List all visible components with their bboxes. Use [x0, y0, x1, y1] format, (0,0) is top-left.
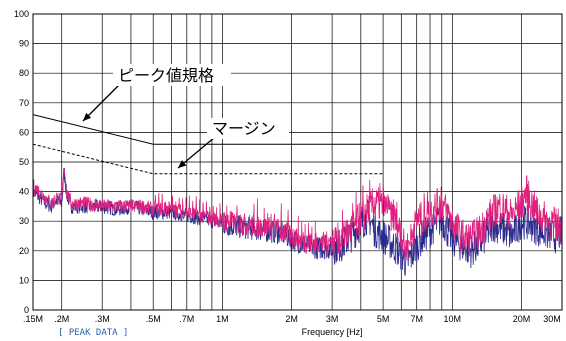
limit-arrow [82, 81, 123, 122]
x-tick-label: 2M [285, 314, 298, 324]
limit-lines [32, 114, 384, 175]
y-tick-label: 90 [19, 39, 29, 49]
plot-frame [32, 13, 563, 311]
margin-annotation-background [207, 118, 289, 139]
y-tick-label: 20 [19, 246, 29, 256]
y-tick-label: 40 [19, 187, 29, 197]
x-tick-label: 30M [543, 314, 561, 324]
series-group [32, 167, 563, 276]
series-trace [32, 168, 563, 261]
x-tick-label: .3M [95, 314, 110, 324]
x-tick-label: 10M [444, 314, 462, 324]
x-tick-label: .2M [54, 314, 69, 324]
y-tick-label: 30 [19, 216, 29, 226]
x-tick-labels: .15M .2M .3M .5M .7M 1M 2M 3M 5M 7M 10M 20M 30M [23, 314, 561, 324]
x-tick-label: .7M [179, 314, 194, 324]
y-tick-label: 60 [19, 127, 29, 137]
y-tick-labels: 0 10 20 30 40 50 60 70 80 90 100 [14, 9, 29, 315]
margin-arrow [177, 136, 216, 169]
y-tick-label: 100 [14, 9, 29, 19]
x-tick-label: 20M [513, 314, 531, 324]
y-tick-label: 70 [19, 98, 29, 108]
x-tick-label: 5M [377, 314, 390, 324]
y-tick-label: 80 [19, 68, 29, 78]
x-tick-label: 3M [326, 314, 339, 324]
grid [32, 13, 563, 311]
x-tick-label: 7M [410, 314, 423, 324]
x-tick-label: .5M [146, 314, 161, 324]
margin-line [32, 143, 384, 175]
margin-arrow-head [178, 160, 187, 168]
x-axis-label: Frequency [Hz] [302, 327, 363, 337]
limit-annotation: ピーク値規格 [118, 66, 214, 85]
margin-annotation: マージン [212, 119, 276, 138]
x-tick-label: .15M [23, 314, 43, 324]
y-tick-label: 10 [19, 275, 29, 285]
y-tick-label: 50 [19, 157, 29, 167]
limit-arrow-head [83, 112, 92, 121]
y-tick-label: 0 [24, 305, 29, 315]
limit-line [32, 114, 384, 145]
limit-annotation-background [113, 64, 231, 86]
x-tick-label: 1M [216, 314, 229, 324]
peak-data-label: [ PEAK DATA ] [58, 328, 128, 338]
